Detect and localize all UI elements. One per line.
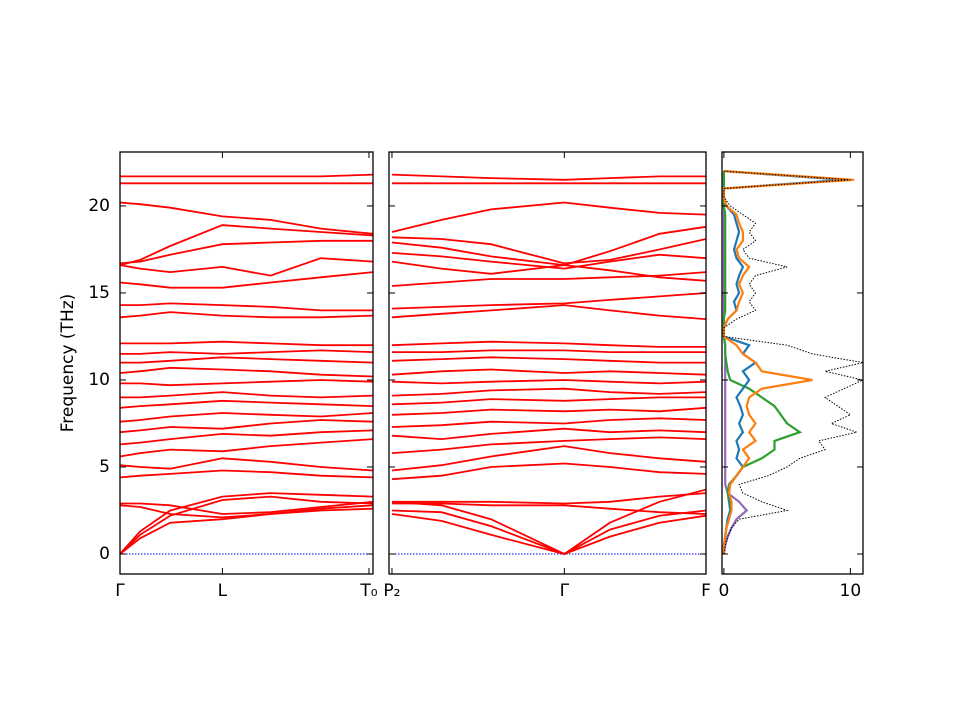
band <box>391 387 706 397</box>
band <box>391 356 706 364</box>
band <box>391 445 706 472</box>
dos-curve <box>722 170 855 554</box>
y-tick-label: 5 <box>99 457 110 477</box>
axes-frame <box>119 151 374 575</box>
band <box>391 396 706 406</box>
band <box>120 201 373 235</box>
dos-curve <box>723 170 863 555</box>
x-tick-label: F <box>701 581 711 601</box>
band <box>120 257 373 277</box>
band <box>120 349 373 355</box>
band <box>120 504 373 555</box>
band <box>120 412 373 423</box>
band <box>120 302 373 312</box>
band <box>391 271 706 287</box>
y-tick-label: 0 <box>99 544 110 564</box>
band <box>391 488 706 556</box>
x-tick-label: 10 <box>840 581 862 601</box>
plot-area <box>722 170 863 555</box>
x-tick-label: L <box>218 581 228 601</box>
band <box>391 368 706 376</box>
band <box>392 502 706 515</box>
axes-frame <box>388 151 707 575</box>
y-tick-label: 15 <box>88 283 110 303</box>
x-tick-label: 0 <box>718 581 729 601</box>
plot-area <box>389 173 706 556</box>
band <box>120 173 373 178</box>
band <box>391 462 706 481</box>
x-tick-label: Γ <box>115 581 125 601</box>
band <box>391 252 706 270</box>
band <box>120 429 373 446</box>
y-axis-label: Frequency (THz) <box>58 294 78 433</box>
band <box>391 201 706 233</box>
band <box>120 356 373 364</box>
band <box>120 438 373 458</box>
band <box>391 427 706 441</box>
x-tick-label: P₂ <box>383 581 400 601</box>
band <box>391 236 706 265</box>
x-tick-label: Γ <box>560 581 570 601</box>
band <box>120 311 373 319</box>
band <box>391 304 706 320</box>
band <box>120 391 373 399</box>
band <box>391 225 706 267</box>
band <box>120 366 373 378</box>
band <box>120 224 373 266</box>
band <box>391 436 706 454</box>
axes-frame <box>721 151 864 575</box>
x-tick-label: T₀ <box>359 581 377 601</box>
band <box>392 492 706 505</box>
band <box>120 495 373 555</box>
y-tick-label: 20 <box>88 196 110 216</box>
band <box>392 349 706 354</box>
band <box>120 379 373 387</box>
band <box>120 340 373 347</box>
band <box>120 504 373 519</box>
band <box>120 239 373 265</box>
band <box>120 492 373 555</box>
band <box>120 457 373 472</box>
band <box>391 417 706 428</box>
plot-area <box>120 173 373 555</box>
y-tick-label: 10 <box>88 370 110 390</box>
band <box>120 399 373 409</box>
band <box>120 271 373 289</box>
dos-curve <box>722 171 749 555</box>
band <box>120 500 373 515</box>
band <box>391 260 706 282</box>
band <box>391 173 706 181</box>
band <box>120 469 373 479</box>
band <box>391 340 706 348</box>
band <box>391 292 706 310</box>
band <box>391 379 706 385</box>
band <box>391 406 706 416</box>
dos-curve <box>722 171 803 554</box>
band <box>120 419 373 434</box>
